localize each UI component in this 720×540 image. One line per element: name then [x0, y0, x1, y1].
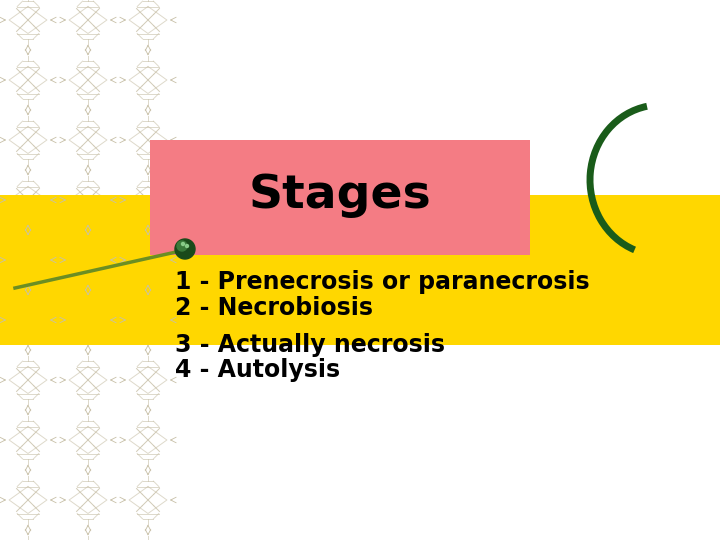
Circle shape [186, 245, 189, 247]
Circle shape [177, 241, 187, 251]
Bar [0, 195, 720, 345]
Text: 1 - Prenecrosis or paranecrosis: 1 - Prenecrosis or paranecrosis [175, 270, 590, 294]
Circle shape [181, 242, 184, 246]
Text: 3 - Actually necrosis: 3 - Actually necrosis [175, 333, 445, 357]
Text: 2 - Necrobiosis: 2 - Necrobiosis [175, 296, 373, 320]
Text: 4 - Autolysis: 4 - Autolysis [175, 358, 340, 382]
Text: Stages: Stages [248, 172, 431, 218]
Circle shape [175, 239, 195, 259]
Bar [150, 140, 530, 255]
